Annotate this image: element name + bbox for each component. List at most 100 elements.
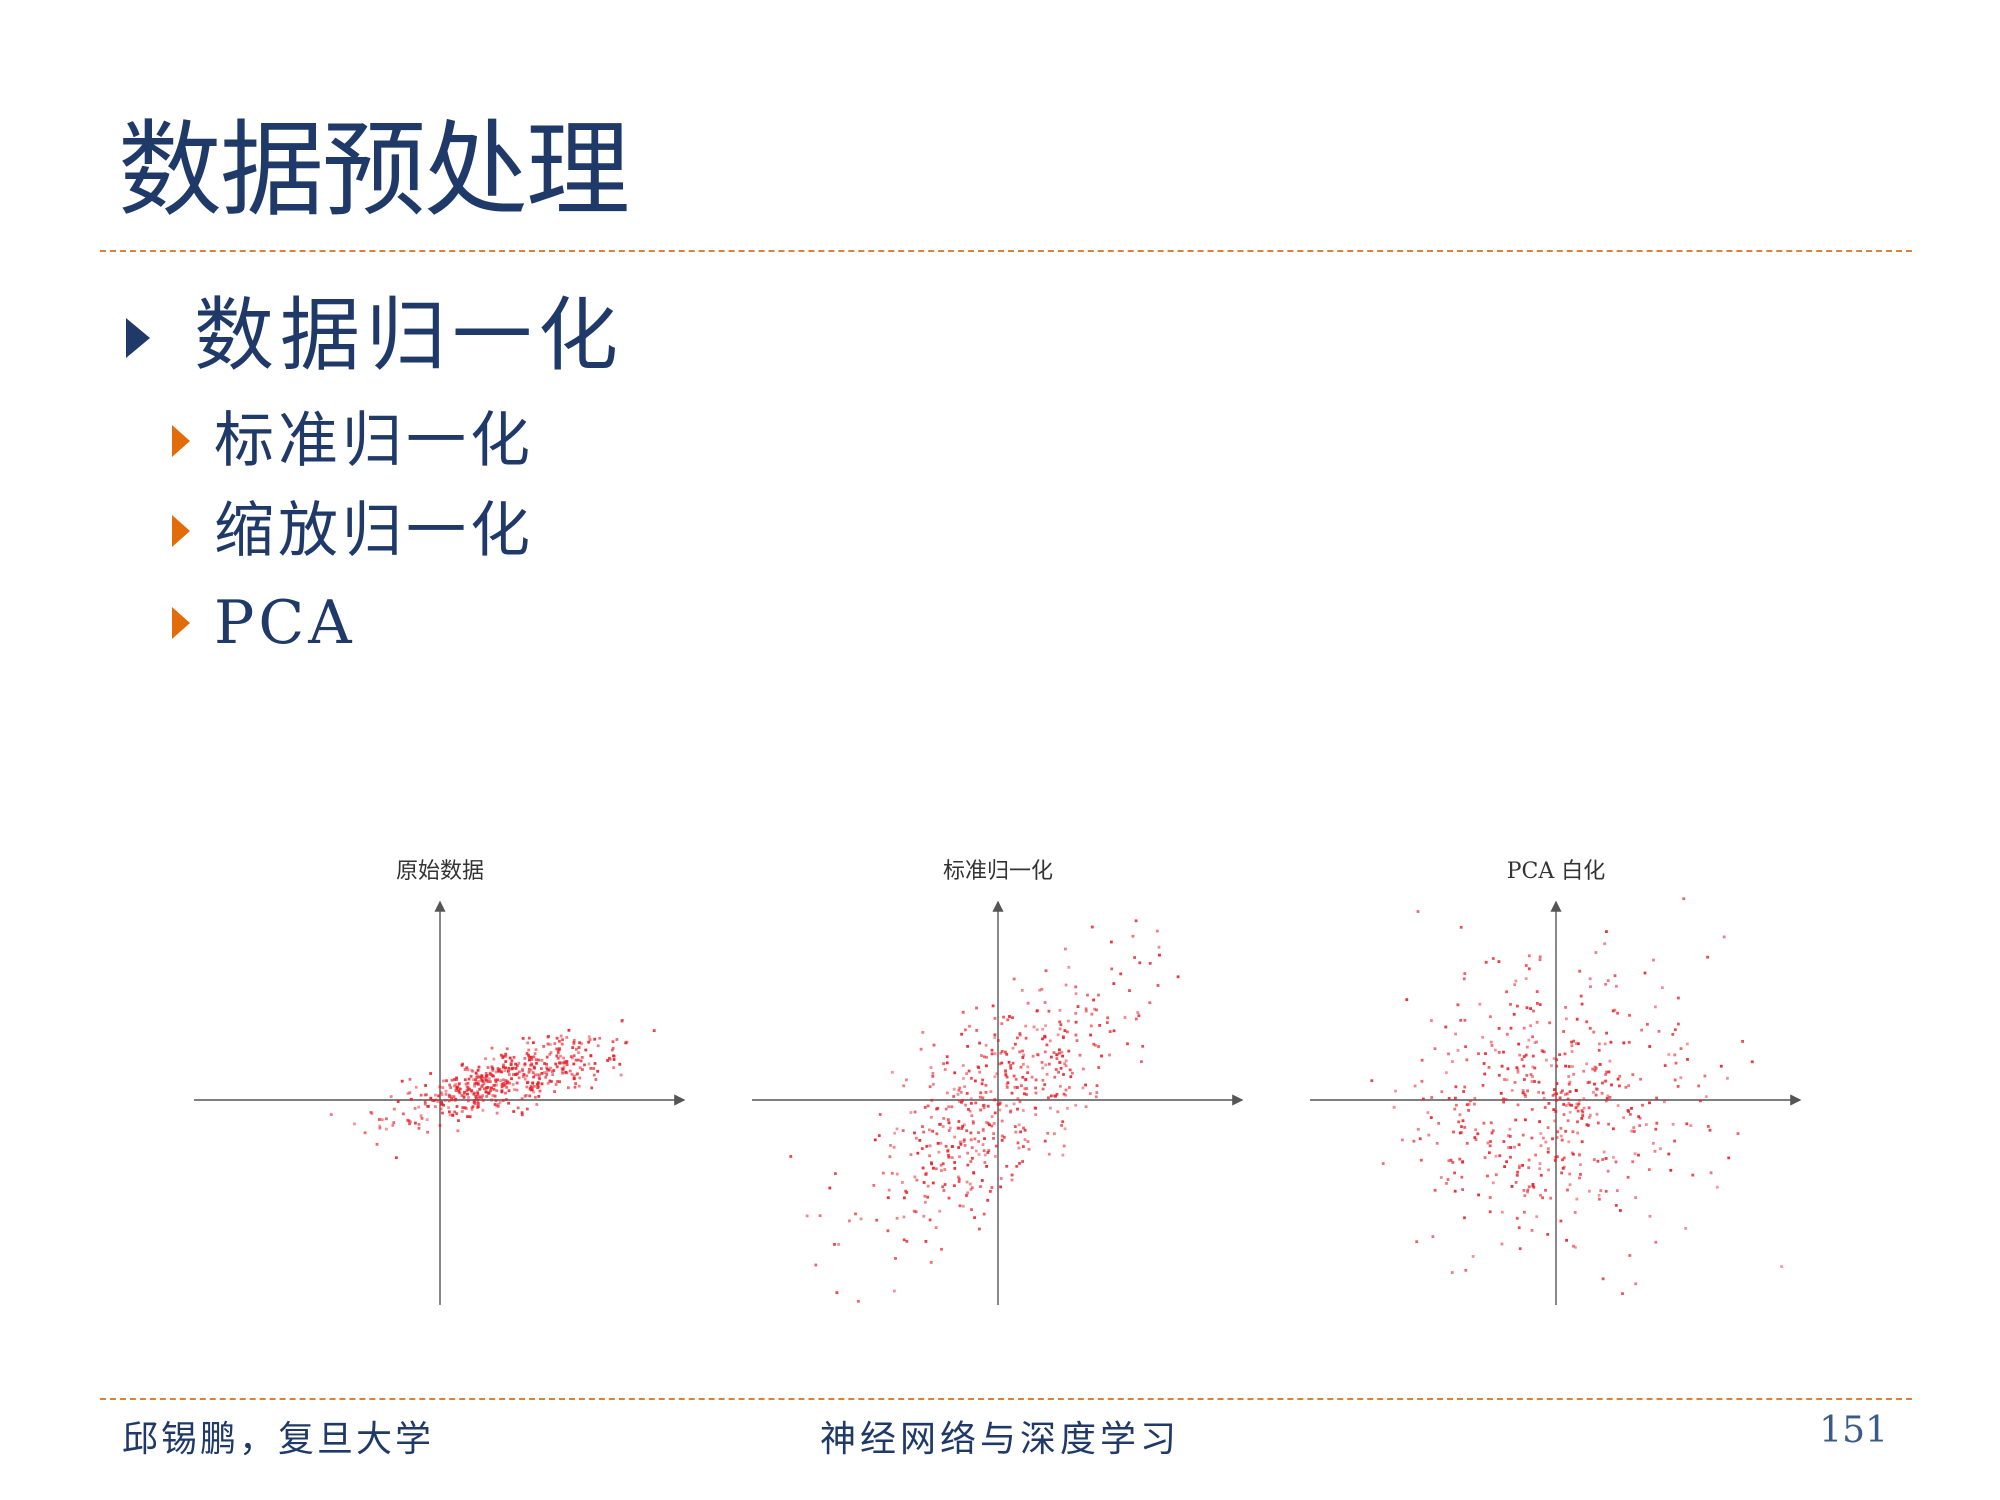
data-point: [448, 1113, 452, 1117]
data-point: [532, 1090, 535, 1094]
data-point: [1592, 1158, 1596, 1161]
data-point: [818, 1214, 822, 1218]
data-point: [476, 1100, 480, 1104]
data-point: [545, 1073, 549, 1076]
data-point: [992, 1137, 995, 1140]
data-point: [1551, 1094, 1555, 1097]
data-point: [931, 1074, 935, 1078]
data-point: [467, 1099, 470, 1103]
data-point: [942, 1062, 945, 1066]
data-point: [1514, 1118, 1518, 1122]
data-point: [909, 1153, 913, 1156]
data-point: [444, 1093, 448, 1096]
data-point: [979, 1108, 982, 1112]
slide-title: 数据预处理: [118, 109, 630, 231]
data-point: [940, 1169, 943, 1172]
data-point: [1600, 1091, 1604, 1095]
data-point: [1464, 1268, 1468, 1272]
bullet-text: 标准归一化: [214, 406, 534, 476]
data-point: [1555, 1098, 1558, 1102]
data-point: [985, 1064, 988, 1068]
data-point: [1612, 1127, 1615, 1131]
data-point: [457, 1089, 460, 1092]
data-point: [1064, 1064, 1068, 1068]
data-point: [520, 1113, 524, 1117]
data-point: [957, 1126, 960, 1130]
data-point: [1715, 1185, 1719, 1189]
data-point: [1490, 1044, 1494, 1047]
data-point: [1136, 1011, 1140, 1014]
data-point: [1608, 1059, 1612, 1063]
data-point: [474, 1078, 477, 1082]
data-point: [943, 1068, 947, 1071]
data-point: [963, 1085, 966, 1088]
data-point: [1603, 942, 1607, 946]
data-point: [1558, 1096, 1562, 1100]
data-point: [473, 1082, 477, 1086]
data-point: [462, 1092, 466, 1096]
data-point: [439, 1091, 443, 1095]
data-point: [991, 1004, 995, 1008]
data-point: [913, 1110, 917, 1114]
data-point: [527, 1048, 531, 1052]
data-point: [1572, 1039, 1576, 1043]
data-point: [959, 1142, 963, 1146]
data-point: [426, 1105, 430, 1108]
data-point: [926, 1195, 930, 1199]
data-point: [978, 1041, 981, 1045]
data-point: [1604, 1157, 1608, 1160]
data-point: [1634, 1282, 1638, 1286]
data-point: [378, 1124, 382, 1128]
data-point: [1055, 1092, 1059, 1096]
data-point: [1581, 1114, 1585, 1117]
data-point: [329, 1113, 333, 1116]
data-point: [1510, 1185, 1514, 1188]
data-point: [1616, 1011, 1619, 1015]
data-point: [1030, 1075, 1034, 1079]
data-point: [472, 1078, 475, 1081]
data-point: [537, 1076, 541, 1079]
data-point: [1538, 1167, 1542, 1171]
data-point: [1564, 1064, 1567, 1068]
data-point: [983, 1161, 987, 1164]
data-point: [537, 1058, 541, 1062]
data-point: [1601, 1081, 1604, 1085]
data-point: [1499, 1092, 1503, 1095]
data-point: [1527, 954, 1531, 958]
data-point: [495, 1111, 499, 1115]
data-point: [1579, 1173, 1582, 1176]
data-point: [417, 1126, 421, 1130]
data-point: [1005, 1104, 1008, 1108]
data-point: [1562, 1113, 1566, 1116]
data-point: [854, 1212, 857, 1216]
data-point: [1478, 1002, 1482, 1006]
data-point: [1024, 1036, 1028, 1040]
data-point: [1613, 974, 1617, 978]
data-point: [1058, 1060, 1061, 1064]
data-point: [985, 1055, 988, 1059]
data-point: [1016, 1097, 1020, 1101]
data-point: [530, 1058, 534, 1061]
data-point: [1571, 1065, 1574, 1068]
data-point: [559, 1034, 563, 1038]
data-point: [1026, 1140, 1030, 1143]
data-point: [915, 1136, 918, 1140]
data-point: [502, 1082, 506, 1085]
data-point: [1473, 1096, 1477, 1100]
data-point: [470, 1068, 473, 1072]
data-point: [947, 1196, 951, 1200]
data-point: [1628, 1254, 1632, 1257]
data-point: [1514, 1181, 1518, 1184]
data-point: [1559, 1091, 1563, 1094]
data-point: [555, 1047, 559, 1051]
data-point: [455, 1112, 459, 1115]
data-point: [1619, 1209, 1622, 1212]
data-point: [486, 1091, 490, 1095]
data-point: [1451, 1060, 1454, 1063]
data-point: [481, 1108, 485, 1112]
data-point: [994, 1155, 997, 1158]
data-point: [1631, 1160, 1635, 1164]
data-point: [1510, 1089, 1514, 1092]
data-point: [1023, 1092, 1026, 1096]
data-point: [1004, 1069, 1007, 1073]
